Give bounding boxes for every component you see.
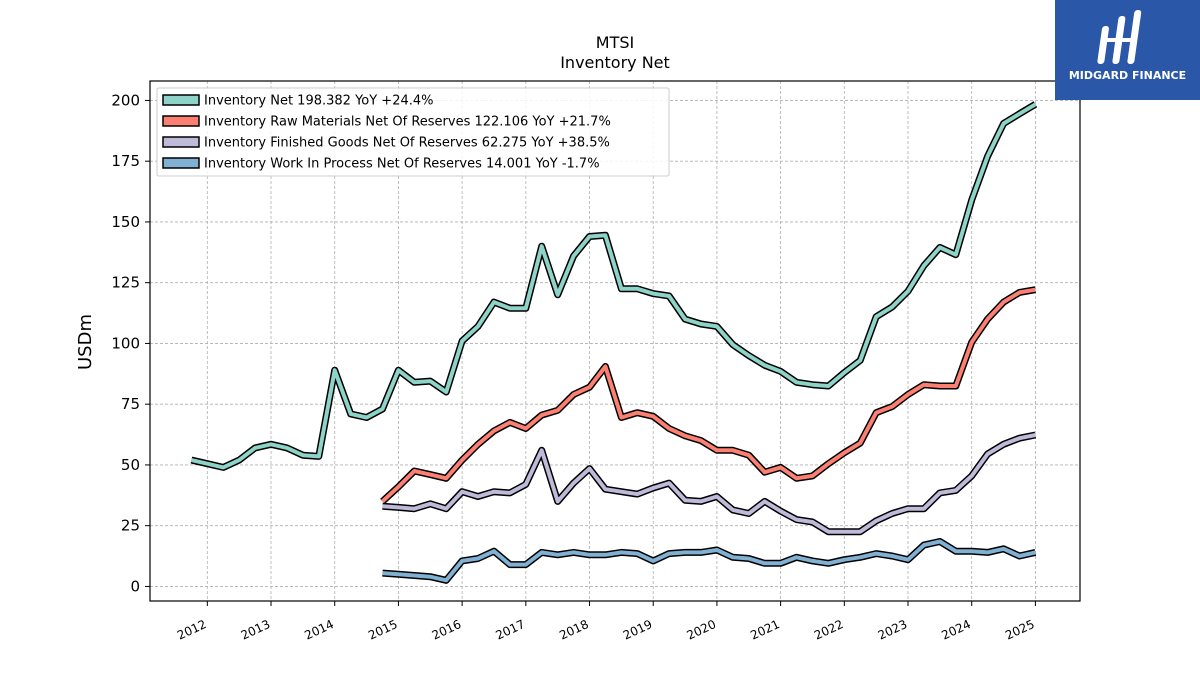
x-tick-label: 2014 bbox=[302, 617, 336, 643]
x-tick-label: 2019 bbox=[621, 617, 655, 643]
brand-name: MIDGARD FINANCE bbox=[1068, 69, 1187, 82]
series-2 bbox=[382, 431, 1037, 536]
series-line-outline bbox=[382, 538, 1037, 584]
brand-logo: MIDGARD FINANCE bbox=[1055, 0, 1200, 100]
y-axis-ticks: 0 25 50 75 100 125 150 175 200 bbox=[111, 91, 150, 595]
x-tick-label: 2020 bbox=[685, 617, 719, 643]
x-tick-label: 2022 bbox=[812, 617, 846, 643]
legend-label: Inventory Work In Process Net Of Reserve… bbox=[204, 157, 600, 172]
legend-box bbox=[156, 87, 670, 177]
x-tick-label: 2017 bbox=[493, 617, 527, 643]
y-tick-label: 125 bbox=[111, 274, 140, 292]
y-tick-label: 0 bbox=[130, 577, 140, 595]
series-line bbox=[382, 539, 1036, 583]
series-0 bbox=[190, 101, 1038, 471]
y-tick-label: 100 bbox=[111, 334, 140, 352]
x-axis-ticks: 2012 2013 2014 2015 2016 2017 2018 2019 2020 2021… bbox=[175, 601, 1037, 643]
chart-title: MTSI bbox=[596, 33, 634, 52]
x-tick-label: 2013 bbox=[239, 617, 273, 643]
legend-item: Inventory Finished Goods Net Of Reserves… bbox=[162, 136, 610, 151]
y-tick-label: 175 bbox=[111, 152, 140, 170]
series-line bbox=[382, 433, 1036, 534]
legend-swatch bbox=[162, 136, 200, 148]
brand-emblem-icon bbox=[1097, 10, 1142, 64]
legend-swatch bbox=[162, 94, 200, 106]
legend-item: Inventory Raw Materials Net Of Reserves … bbox=[162, 115, 611, 130]
series-lines bbox=[190, 101, 1038, 584]
x-tick-label: 2018 bbox=[557, 617, 591, 643]
legend-label: Inventory Finished Goods Net Of Reserves… bbox=[204, 136, 610, 151]
legend-swatch bbox=[162, 157, 200, 169]
legend-label: Inventory Net 198.382 YoY +24.4% bbox=[204, 94, 434, 109]
plot-frame bbox=[149, 80, 1081, 602]
series-3 bbox=[382, 538, 1037, 584]
y-axis-label: USDm bbox=[75, 314, 96, 370]
x-tick-label: 2025 bbox=[1003, 617, 1037, 643]
y-tick-label: 150 bbox=[111, 213, 140, 231]
y-tick-label: 200 bbox=[111, 91, 140, 109]
legend: Inventory Net 198.382 YoY +24.4% Inventor… bbox=[156, 87, 670, 177]
y-tick-label: 75 bbox=[121, 395, 140, 413]
legend-item: Inventory Net 198.382 YoY +24.4% bbox=[162, 94, 434, 109]
x-tick-label: 2012 bbox=[175, 617, 209, 643]
x-tick-label: 2015 bbox=[366, 617, 400, 643]
x-tick-label: 2016 bbox=[430, 617, 464, 643]
x-tick-label: 2021 bbox=[748, 617, 782, 643]
legend-item: Inventory Work In Process Net Of Reserve… bbox=[162, 157, 600, 172]
x-tick-label: 2023 bbox=[876, 617, 910, 643]
y-tick-label: 50 bbox=[121, 456, 140, 474]
series-line bbox=[381, 287, 1036, 503]
x-tick-label: 2024 bbox=[939, 617, 973, 643]
y-tick-label: 25 bbox=[121, 517, 140, 535]
series-line bbox=[190, 102, 1037, 470]
legend-swatch bbox=[162, 115, 200, 127]
series-1 bbox=[380, 286, 1036, 504]
legend-label: Inventory Raw Materials Net Of Reserves … bbox=[204, 115, 611, 130]
chart-subtitle: Inventory Net bbox=[560, 53, 670, 72]
